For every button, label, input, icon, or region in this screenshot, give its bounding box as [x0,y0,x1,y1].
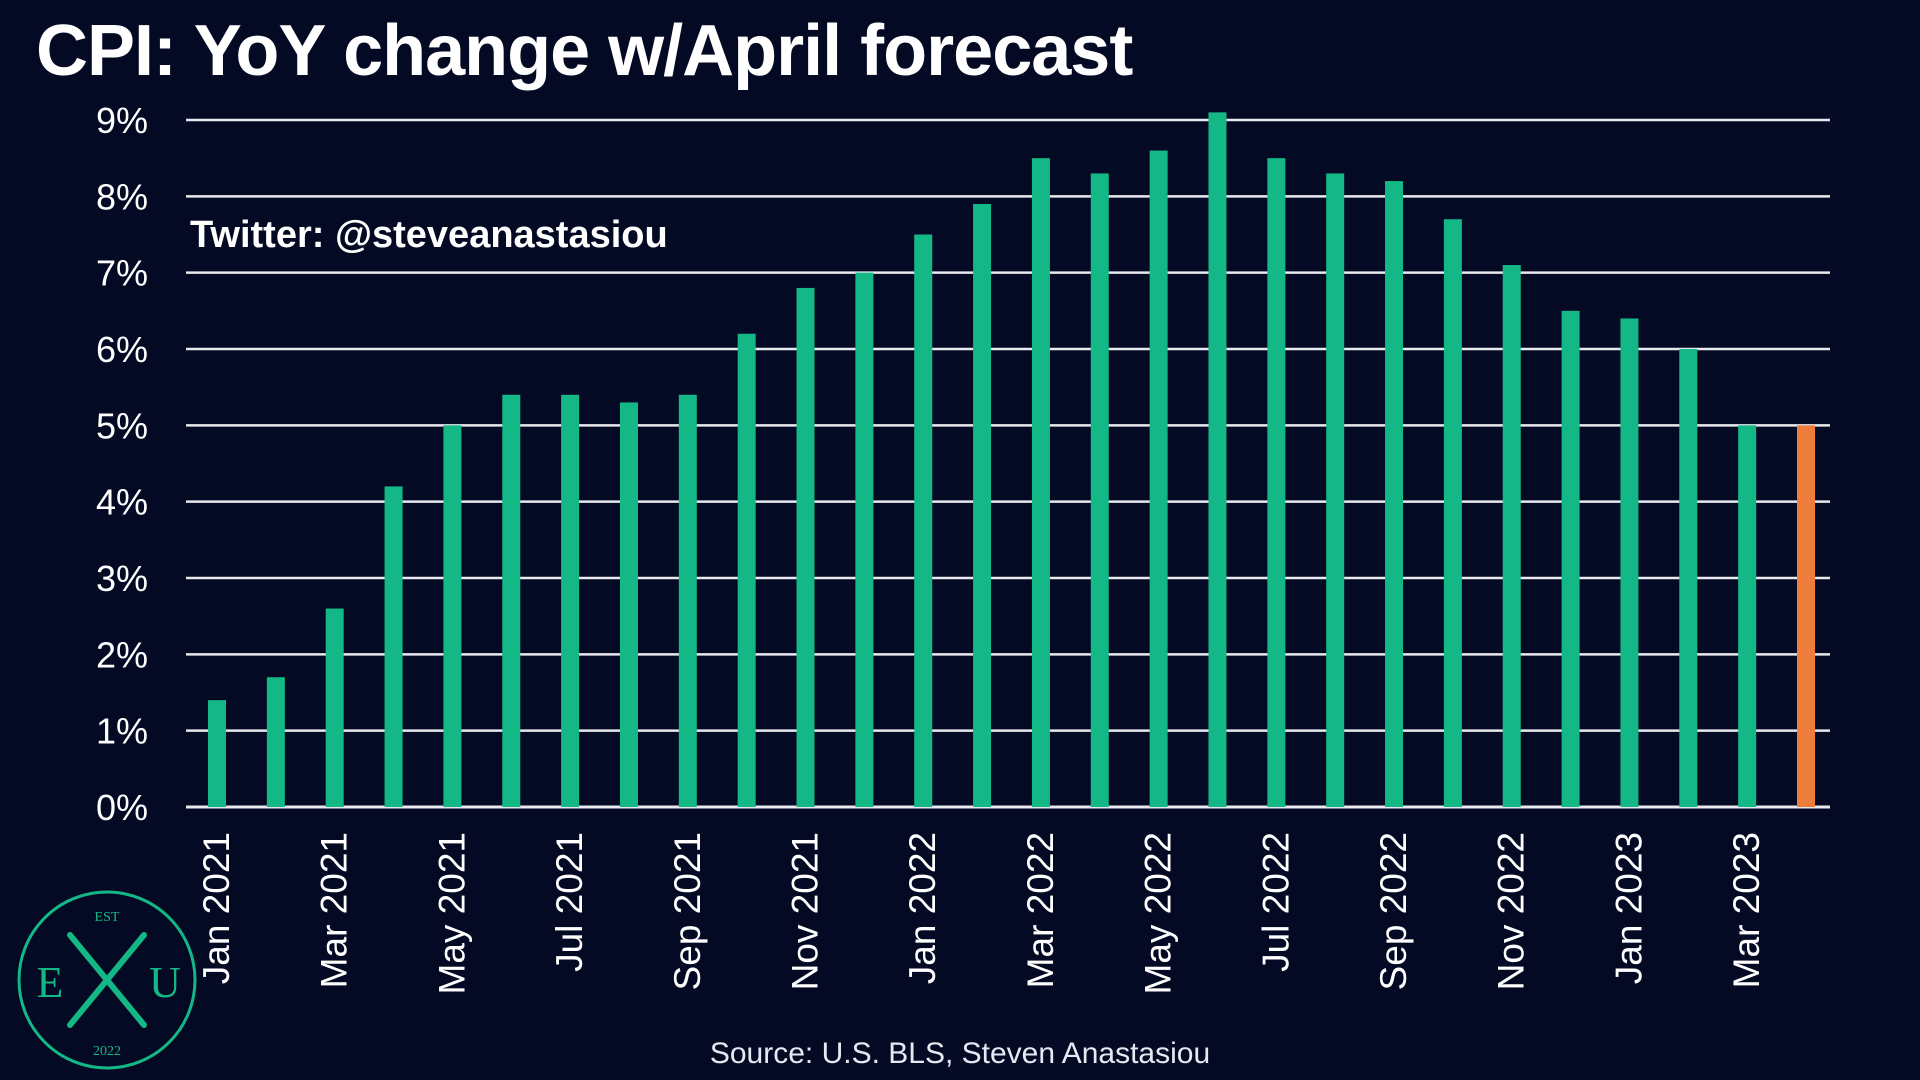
bar [619,402,638,807]
bar [1267,158,1286,807]
bar [325,608,344,807]
y-axis-ticks: 0% 1% 2% 3% 4% 5% 6% 7% 8% 9% [96,100,148,828]
logo-e: E [37,958,64,1007]
chart-title: CPI: YoY change w/April forecast [36,11,1133,91]
x-tick-label: Sep 2021 [667,832,708,990]
logo-stroke [67,932,147,1028]
source-note: Source: U.S. BLS, Steven Anastasiou [709,1037,1211,1070]
bar [1031,158,1050,807]
x-axis-ticks: Jan 2021 Mar 2021 May 2021 Jul 2021 Sep 2021… [196,832,1767,995]
bar [502,394,521,807]
x-tick-label: Nov 2022 [1491,832,1532,990]
y-tick-label: 6% [96,329,148,370]
y-tick-label: 0% [96,787,148,828]
bar [1561,310,1580,807]
bar [1679,349,1698,807]
bar [737,333,756,807]
y-tick-label: 7% [96,253,148,294]
x-tick-label: Jan 2023 [1608,832,1649,984]
logo-ring [17,890,197,1070]
bar [678,394,697,807]
x-tick-label: Jul 2021 [549,832,590,972]
bar [1149,150,1168,808]
bar [1090,173,1109,807]
bar [1326,173,1345,807]
bar [855,272,874,808]
twitter-watermark: Twitter: @steveanastasiou [190,214,668,256]
bar [1502,265,1521,807]
exu-logo: EST E U 2022 [17,890,197,1070]
forecast-bar [1797,425,1815,807]
bar [796,287,815,807]
bars [208,112,1815,808]
logo-year: 2022 [93,1044,121,1059]
x-tick-label: Sep 2022 [1373,832,1414,990]
bar [443,425,462,807]
x-tick-label: Jan 2021 [196,832,237,984]
logo-u: U [149,958,181,1007]
x-tick-label: Jan 2022 [902,832,943,984]
y-tick-label: 8% [96,176,148,217]
bar [973,203,992,807]
x-tick-label: Mar 2023 [1726,832,1767,988]
y-tick-label: 3% [96,558,148,599]
x-tick-label: Jul 2022 [1255,832,1296,972]
y-tick-label: 2% [96,634,148,675]
x-tick-label: Mar 2022 [1020,832,1061,988]
x-tick-label: Mar 2021 [314,832,355,988]
y-tick-label: 9% [96,100,148,141]
logo-est: EST [95,910,120,925]
bar [561,394,580,807]
bar [266,677,285,807]
bar [1385,181,1404,808]
x-tick-label: May 2022 [1138,832,1179,995]
bar [384,486,403,807]
bar [1738,425,1757,807]
y-tick-label: 1% [96,711,148,752]
bar [208,700,226,807]
bar [1620,318,1639,807]
bar [1443,219,1462,807]
y-tick-label: 4% [96,482,148,523]
x-tick-label: May 2021 [431,832,472,995]
x-tick-label: Nov 2021 [785,832,826,990]
y-tick-label: 5% [96,405,148,446]
bar [1208,112,1227,807]
bar [914,234,933,807]
